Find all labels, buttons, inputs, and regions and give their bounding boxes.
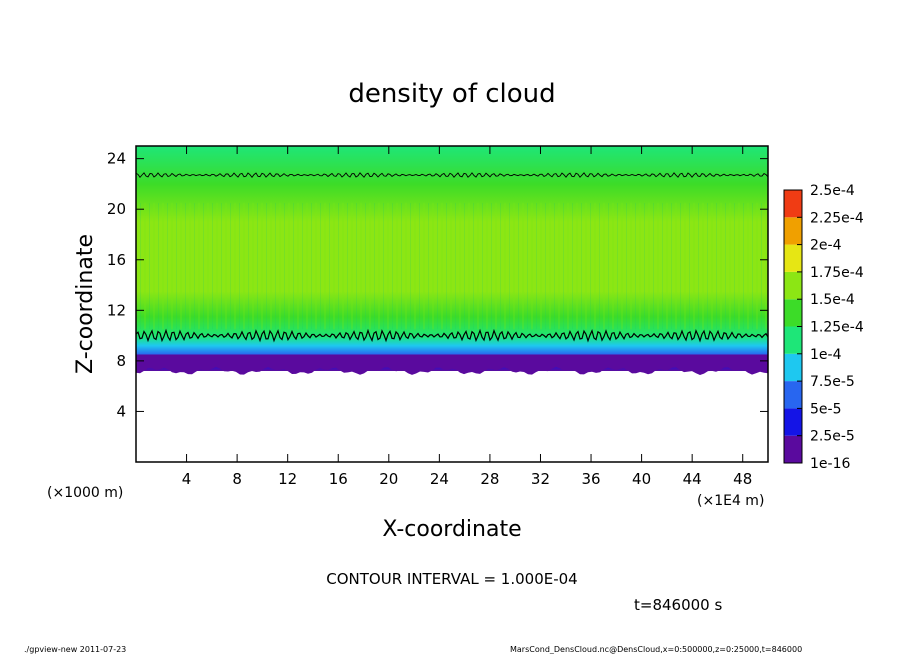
footer-left: ./gpview-new 2011-07-23: [24, 645, 126, 654]
x-axis-ticks: 4 8 12 16 20 24 28 32 36 40 44 48: [182, 146, 752, 488]
colorbar-segment: [784, 408, 802, 436]
x-tick-label: 36: [581, 470, 600, 488]
y-tick-label: 8: [116, 352, 126, 370]
colorbar-segment: [784, 190, 802, 218]
x-axis-label: X-coordinate: [382, 517, 521, 542]
contour-interval-label: CONTOUR INTERVAL = 1.000E-04: [326, 570, 577, 588]
colorbar-segment: [784, 381, 802, 409]
colorbar-label: 2e-4: [810, 238, 842, 254]
chart-title: density of cloud: [348, 79, 555, 109]
colorbar-segment: [784, 435, 802, 463]
colorbar-label: 1.25e-4: [810, 320, 864, 336]
time-label: t=846000 s: [634, 596, 722, 614]
x-tick-label: 24: [430, 470, 449, 488]
colorbar-label: 1e-16: [810, 456, 850, 472]
colorbar-label: 2.25e-4: [810, 210, 864, 226]
y-tick-label: 4: [116, 402, 126, 420]
colorbar-segment: [784, 353, 802, 382]
y-axis-ticks: 4 8 12 16 20 24: [107, 150, 768, 420]
cloud-base-edge: [136, 354, 768, 375]
colorbar: 1e-16 2.5e-5 5e-5 7.5e-5 1e-4 1.25e-4 1.5e-4 1.…: [783, 183, 864, 472]
x-tick-label: 44: [683, 470, 702, 488]
x-tick-label: 12: [278, 470, 297, 488]
x-tick-label: 16: [329, 470, 348, 488]
y-tick-label: 20: [107, 200, 126, 218]
y-tick-label: 16: [107, 251, 126, 269]
colorbar-label: 1.75e-4: [810, 265, 864, 281]
plot-frame: [135, 145, 769, 463]
x-tick-label: 20: [379, 470, 398, 488]
colorbar-segment: [784, 217, 802, 245]
colorbar-segment: [784, 244, 802, 272]
x-tick-label: 40: [632, 470, 651, 488]
footer-right: MarsCond_DensCloud.nc@DensCloud,x=0:5000…: [510, 645, 802, 654]
colorbar-label: 1e-4: [810, 347, 842, 363]
x-tick-label: 28: [480, 470, 499, 488]
x-unit-right: (×1E4 m): [697, 493, 764, 509]
x-unit-left: (×1000 m): [47, 485, 123, 501]
y-tick-label: 12: [107, 301, 126, 319]
colorbar-label: 5e-5: [810, 401, 841, 417]
texture-overlay: [136, 202, 768, 330]
colorbar-segment: [784, 326, 802, 354]
y-axis-label: Z-coordinate: [73, 234, 98, 374]
contour-lines: [135, 172, 769, 343]
x-tick-label: 32: [531, 470, 550, 488]
colorbar-segment: [784, 271, 802, 300]
contour-line: [135, 172, 769, 179]
colorbar-label: 2.5e-4: [810, 183, 855, 199]
x-tick-label: 48: [733, 470, 752, 488]
colorbar-label: 7.5e-5: [810, 374, 855, 390]
x-tick-label: 4: [182, 470, 192, 488]
y-tick-label: 24: [107, 150, 126, 168]
contour-line: [135, 328, 769, 343]
colorbar-label: 2.5e-5: [810, 429, 855, 445]
colorbar-segment: [784, 299, 802, 327]
x-tick-label: 8: [232, 470, 242, 488]
colorbar-label: 1.5e-4: [810, 292, 855, 308]
